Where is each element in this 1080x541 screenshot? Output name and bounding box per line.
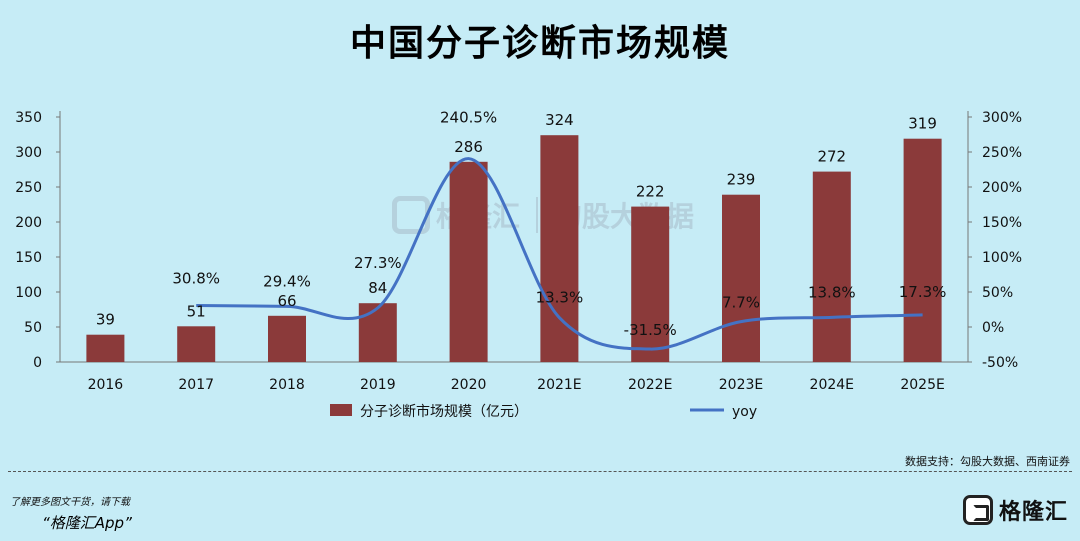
- bar-data-label: 39: [96, 311, 115, 329]
- left-tick-label: 100: [15, 285, 42, 301]
- bar-data-label: 239: [727, 171, 756, 189]
- bar: [449, 161, 488, 362]
- legend-bar-label: 分子诊断市场规模（亿元）: [360, 403, 528, 420]
- logo-text: 格隆汇: [998, 500, 1068, 525]
- bar-data-label: 84: [368, 279, 387, 297]
- bar-data-label: 222: [636, 183, 665, 201]
- left-tick-label: 200: [15, 215, 42, 231]
- brand-logo: 格隆汇: [962, 494, 1068, 526]
- left-tick-label: 0: [33, 355, 42, 371]
- left-tick-label: 250: [15, 180, 42, 196]
- bar: [812, 171, 851, 362]
- right-tick-label: 0%: [982, 320, 1004, 336]
- source-note: 数据支持：勾股大数据、西南证券: [905, 455, 1070, 468]
- bar-data-label: 319: [908, 115, 937, 133]
- yoy-data-label: 30.8%: [172, 269, 220, 287]
- yoy-data-label: 17.3%: [899, 283, 947, 301]
- x-tick-label: 2023E: [719, 377, 763, 393]
- bar: [177, 326, 216, 362]
- bar-data-label: 66: [277, 292, 296, 310]
- yoy-data-label: 13.8%: [808, 283, 856, 301]
- yoy-data-label: 13.3%: [536, 289, 584, 307]
- x-tick-label: 2021E: [537, 377, 581, 393]
- x-tick-label: 2024E: [810, 377, 854, 393]
- bar: [86, 334, 125, 362]
- footer-divider: [8, 471, 1072, 472]
- bar: [722, 194, 760, 362]
- x-tick-label: 2025E: [900, 377, 944, 393]
- yoy-series-line: [196, 157, 923, 351]
- left-tick-label: 300: [15, 145, 42, 161]
- x-tick-label: 2018: [269, 377, 305, 393]
- right-tick-label: 300%: [982, 110, 1022, 126]
- legend-line-label: yoy: [732, 404, 757, 420]
- promo-line-2: “格隆汇App”: [42, 514, 132, 532]
- x-tick-label: 2020: [451, 377, 487, 393]
- right-tick-label: 250%: [982, 145, 1022, 161]
- bar: [631, 206, 670, 362]
- right-tick-label: 50%: [982, 285, 1013, 301]
- x-tick-label: 2022E: [628, 377, 672, 393]
- bar-data-label: 324: [545, 111, 574, 129]
- left-tick-label: 150: [15, 250, 42, 266]
- x-tick-label: 2016: [88, 377, 124, 393]
- yoy-data-label: 7.7%: [722, 294, 760, 312]
- chart-title: 中国分子诊断市场规模: [349, 23, 730, 64]
- x-tick-label: 2017: [178, 377, 214, 393]
- bar: [358, 303, 397, 362]
- bar: [540, 135, 579, 362]
- yoy-data-label: 27.3%: [354, 254, 402, 272]
- yoy-data-label: -31.5%: [624, 321, 677, 339]
- bar-data-label: 272: [817, 148, 846, 166]
- bar: [903, 138, 942, 362]
- left-tick-label: 350: [15, 110, 42, 126]
- legend-bar-swatch: [330, 404, 352, 416]
- promo-line-1: 了解更多图文干货，请下载: [10, 497, 130, 508]
- left-tick-label: 50: [24, 320, 42, 336]
- right-tick-label: 100%: [982, 250, 1022, 266]
- bar: [268, 315, 306, 362]
- right-tick-label: 150%: [982, 215, 1022, 231]
- right-tick-label: 200%: [982, 180, 1022, 196]
- chart: 0 50 100 150 200 250 300 350 -50% 0% 50% 100% 150% 20…: [15, 109, 1022, 420]
- right-tick-label: -50%: [982, 355, 1018, 371]
- x-tick-label: 2019: [360, 377, 396, 393]
- bar-data-label: 286: [454, 138, 483, 156]
- bar-data-label: 51: [187, 302, 206, 320]
- logo-icon: [962, 495, 993, 525]
- yoy-data-label: 29.4%: [263, 272, 311, 290]
- yoy-data-label: 240.5%: [440, 109, 497, 127]
